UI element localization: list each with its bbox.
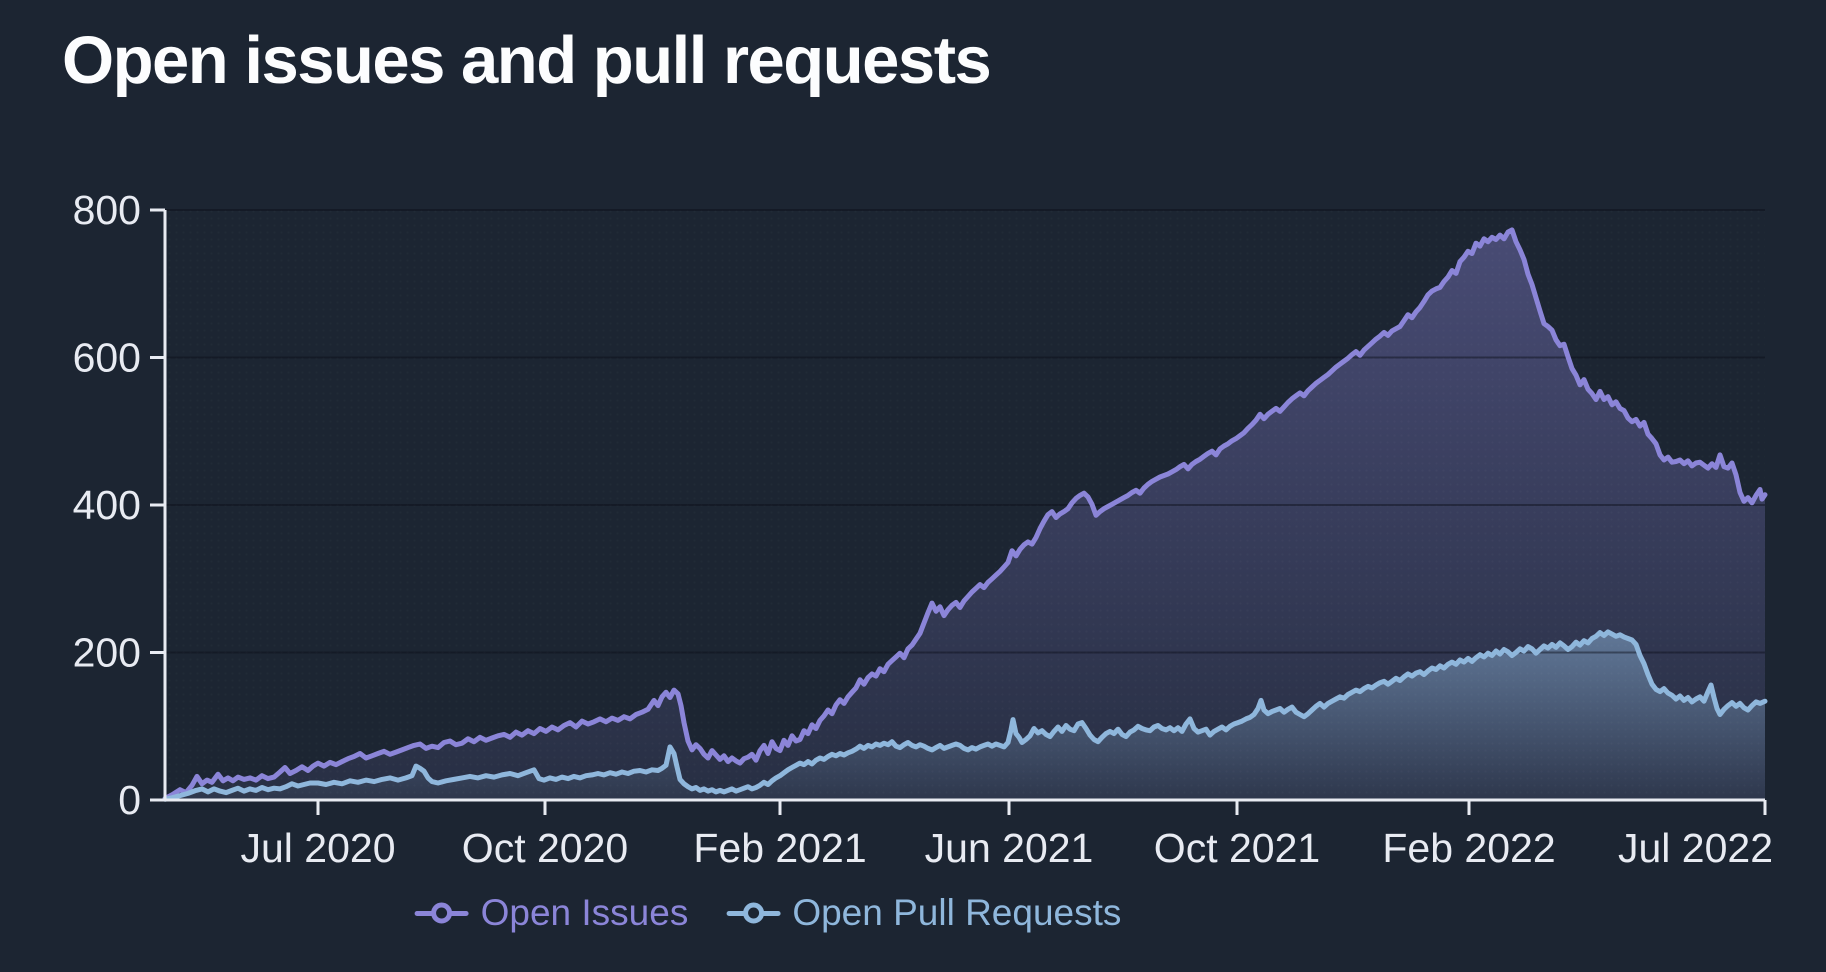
legend-item-open-issues[interactable]: Open Issues (414, 892, 689, 934)
x-tick-label: Oct 2021 (1154, 825, 1320, 871)
y-tick-label: 400 (73, 482, 141, 528)
y-tick-label: 800 (73, 187, 141, 233)
line-1 (162, 629, 1768, 802)
chart-legend: Open Issues Open Pull Requests (414, 892, 1121, 934)
line-0 (162, 227, 1768, 801)
open-issues-line-marker-icon (414, 902, 469, 924)
y-tick-label: 600 (73, 335, 141, 381)
x-tick-label: Oct 2020 (462, 825, 628, 871)
x-tick-label: Feb 2021 (693, 825, 866, 871)
x-tick-label: Jul 2020 (240, 825, 395, 871)
legend-label-open-pull-requests: Open Pull Requests (792, 892, 1122, 933)
x-tick-label: Jul 2022 (1618, 825, 1773, 871)
legend-label-open-issues: Open Issues (480, 892, 689, 933)
legend-item-open-pull-requests[interactable]: Open Pull Requests (726, 892, 1121, 934)
page-title: Open issues and pull requests (62, 23, 992, 98)
plot-texture (165, 210, 1765, 800)
y-tick-label: 200 (73, 630, 141, 676)
x-tick-label: Jun 2021 (925, 825, 1094, 871)
open-pull-requests-line-marker-icon (726, 902, 781, 924)
y-tick-label: 0 (118, 777, 141, 823)
x-tick-label: Feb 2022 (1382, 825, 1555, 871)
